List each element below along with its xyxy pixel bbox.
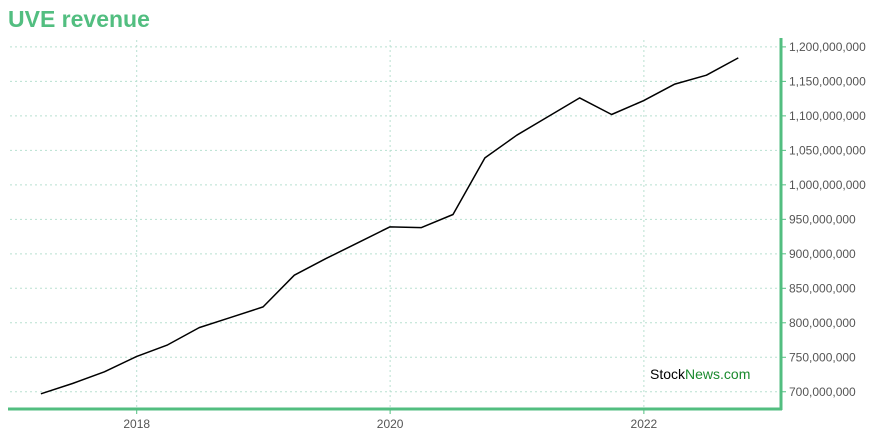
y-tick-label: 900,000,000 (789, 247, 856, 261)
x-tick-label: 2020 (377, 417, 404, 431)
series-layer (40, 57, 739, 395)
y-tick-label: 800,000,000 (789, 316, 856, 330)
y-tick-label: 850,000,000 (789, 281, 856, 295)
y-tick-label: 1,200,000,000 (789, 40, 866, 54)
y-tick-label: 750,000,000 (789, 350, 856, 364)
y-tick-label: 1,000,000,000 (789, 178, 866, 192)
y-tick-label: 1,100,000,000 (789, 109, 866, 123)
watermark: StockNews.com (650, 366, 750, 382)
x-tick-label: 2022 (631, 417, 658, 431)
watermark-part-2: News (685, 366, 720, 382)
y-tick-label: 700,000,000 (789, 385, 856, 399)
watermark-part-1: Stock (650, 366, 686, 382)
grid-lines (10, 40, 781, 409)
y-tick-label: 950,000,000 (789, 212, 856, 226)
axes (8, 38, 786, 414)
y-tick-labels: 700,000,000 750,000,000 800,000,000 850,000… (789, 40, 866, 399)
y-tick-label: 1,050,000,000 (789, 143, 866, 157)
x-tick-labels: 2018 2020 2022 (123, 417, 657, 431)
chart-title: UVE revenue (8, 6, 150, 32)
revenue-line (40, 57, 739, 395)
watermark-part-3: .com (720, 366, 750, 382)
y-tick-label: 1,150,000,000 (789, 74, 866, 88)
x-tick-label: 2018 (123, 417, 150, 431)
